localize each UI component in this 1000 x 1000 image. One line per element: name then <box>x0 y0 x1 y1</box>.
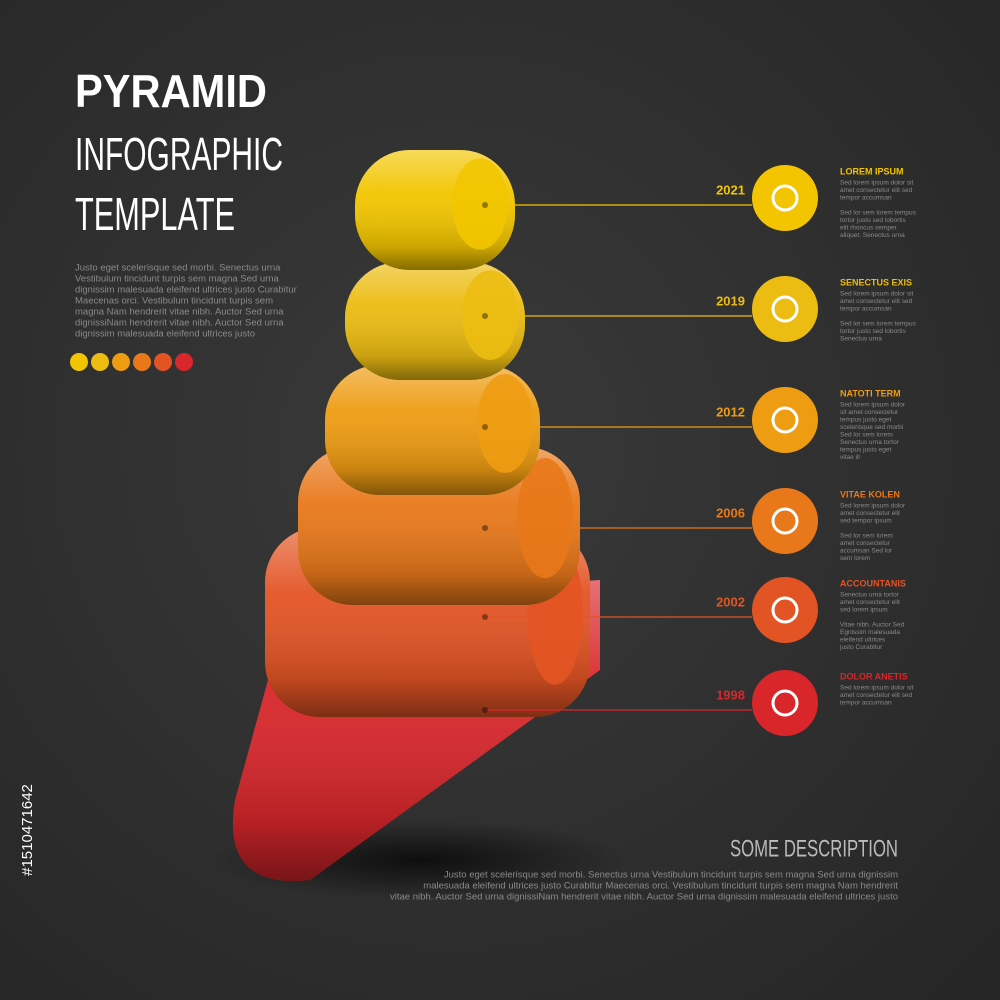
item-title: ACCOUNTANIS <box>840 578 906 588</box>
item-text: Sed lorem ipsum dolor sit <box>840 685 914 692</box>
color-dot <box>175 353 193 371</box>
item-text: amet consectetur elit <box>840 599 900 606</box>
description-line: vitae nibh. Auctor Sed urna dignissiNam … <box>390 892 898 903</box>
item-text: Senectus urna tortor <box>840 592 900 599</box>
intro-line: dignissim malesuada eleifend ultrices ju… <box>75 329 255 340</box>
item-text: amet consectetur elit <box>840 510 900 517</box>
description-line: malesuada eleifend ultrices justo Curabi… <box>423 881 898 892</box>
item-text: sed lorem ipsum <box>840 607 888 614</box>
item-text: Senectus urna tortor <box>840 439 900 446</box>
title-line: TEMPLATE <box>75 188 235 240</box>
icon <box>771 406 799 434</box>
item-text: Sed lorem ipsum dolor sit <box>840 291 914 298</box>
item-text: tortor justo sed lobortis <box>840 217 907 224</box>
pill-cap <box>517 458 573 579</box>
item-text: amet consectetur <box>840 540 891 547</box>
item-title: SENECTUS EXIS <box>840 277 912 287</box>
intro-line: dignissim malesuada eleifend ultrices ju… <box>75 285 297 296</box>
item-text: Senectus urna <box>840 336 882 343</box>
year: 1998 <box>716 687 745 702</box>
item-text: vitae ill <box>840 454 860 461</box>
year: 2006 <box>716 505 745 520</box>
connector-dot <box>482 313 488 319</box>
intro-line: Maecenas orci. Vestibulum tincidunt turp… <box>75 296 273 307</box>
icon <box>771 596 799 624</box>
description-line: Justo eget scelerisque sed morbi. Senect… <box>444 870 898 881</box>
item-text: justo Curabitur <box>839 644 883 651</box>
intro-line: Justo eget scelerisque sed morbi. Senect… <box>75 263 281 274</box>
intro-line: dignissiNam hendrerit vitae nibh. Auctor… <box>75 318 284 329</box>
item-text: tempus justo eget <box>840 417 892 424</box>
item-text: Sed lor sem lorem <box>840 432 893 439</box>
item-text: tempor accumsan <box>840 306 892 313</box>
item-text: Sed lor sem lorem tempus <box>840 210 917 217</box>
item-text: Sed lor sem lorem <box>840 533 893 540</box>
intro-line: magna Nam hendrerit vitae nibh. Auctor S… <box>75 307 284 318</box>
item-text: Sed lor sem lorem tempus <box>840 321 917 328</box>
pill-cap <box>462 270 518 360</box>
connector-dot <box>482 525 488 531</box>
icon <box>771 689 799 717</box>
item-text: elit rhoncus semper <box>840 225 898 232</box>
item-title: NATOTI TERM <box>840 388 901 398</box>
item-title: VITAE KOLEN <box>840 489 900 499</box>
stock-id: #1510471642 <box>19 784 36 876</box>
item-text: amet consectetur elit sed <box>840 187 913 194</box>
item-text: tempor accumsan <box>840 195 892 202</box>
connector-dot <box>482 614 488 620</box>
item-text: amet consectetur elit sed <box>840 692 913 699</box>
item-text: Egnissim malesuada <box>840 629 900 636</box>
year: 2019 <box>716 293 745 308</box>
color-dot <box>133 353 151 371</box>
item-text: amet consectetur elit sed <box>840 298 913 305</box>
connector-dot <box>482 707 488 713</box>
year: 2021 <box>716 182 745 197</box>
connector-dot <box>482 424 488 430</box>
item-text: Vitae nibh. Auctor Sed <box>840 622 905 629</box>
pill-cap <box>477 374 533 473</box>
connector-dot <box>482 202 488 208</box>
icon-circle <box>752 488 818 554</box>
icon-circle <box>752 670 818 736</box>
title-line: PYRAMID <box>75 65 267 117</box>
description-title: SOME DESCRIPTION <box>730 835 898 862</box>
item-text: aliquet. Senectus urna <box>840 232 905 239</box>
icon <box>771 184 799 212</box>
year: 2002 <box>716 594 745 609</box>
item-title: LOREM IPSUM <box>840 166 904 176</box>
item-text: scelerisque sed morbi <box>840 424 903 431</box>
item-text: accumsan Sed lor <box>840 548 893 555</box>
icon <box>771 507 799 535</box>
pill-cap <box>452 158 508 250</box>
icon-circle <box>752 276 818 342</box>
color-dot <box>91 353 109 371</box>
icon-circle <box>752 577 818 643</box>
item-text: sit amet consectetur <box>840 409 899 416</box>
item-text: Sed lorem ipsum dolor <box>840 402 906 409</box>
icon-circle <box>752 165 818 231</box>
item-text: eleifend ultrices <box>840 637 886 644</box>
color-dot <box>112 353 130 371</box>
icon <box>771 295 799 323</box>
color-dot <box>70 353 88 371</box>
item-text: tortor justo sed lobortis <box>840 328 907 335</box>
item-text: tempus justo eget <box>840 447 892 454</box>
title-line: INFOGRAPHIC <box>75 128 283 180</box>
item-text: Sed lorem ipsum dolor <box>840 503 906 510</box>
item-text: tempor accumsan <box>840 700 892 707</box>
item-text: Sed lorem ipsum dolor sit <box>840 180 914 187</box>
year: 2012 <box>716 404 745 419</box>
intro-line: Vestibulum tincidunt turpis sem magna Se… <box>75 274 280 285</box>
icon-circle <box>752 387 818 453</box>
item-text: sem lorem <box>840 555 870 562</box>
item-text: sed tempor ipsum <box>840 518 892 525</box>
color-dot <box>154 353 172 371</box>
item-title: DOLOR ANETIS <box>840 671 908 681</box>
